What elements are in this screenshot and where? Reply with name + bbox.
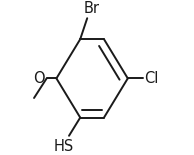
Text: Br: Br (83, 1, 99, 16)
Text: Cl: Cl (145, 71, 159, 86)
Text: HS: HS (53, 139, 74, 154)
Text: O: O (34, 71, 45, 86)
